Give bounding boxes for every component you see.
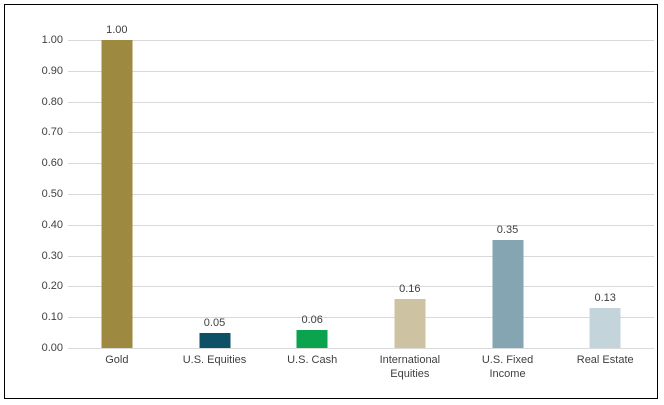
category-label: International Equities [379, 354, 441, 380]
category-label: U.S. Equities [182, 354, 247, 366]
gridline [68, 132, 654, 134]
bar-value-label: 0.06 [301, 313, 323, 326]
y-axis: 0.00 0.10 0.20 0.30 0.40 0.50 0.60 0.70 0.80 0.90… [6, 34, 68, 354]
gridline [68, 317, 654, 319]
y-tick-label: 1.00 [41, 34, 63, 46]
bars-container: 1.00 0.05 0.06 0.16 0.35 0.13 [68, 24, 654, 348]
gridline [68, 224, 654, 226]
y-tick-label: 0.70 [41, 126, 63, 139]
bar-u-s-cash [296, 329, 328, 348]
y-tick-label: 0.90 [41, 64, 63, 77]
gridline [68, 163, 654, 165]
gridline [68, 286, 654, 288]
bar-value-label: 1.00 [106, 24, 128, 36]
gridline [68, 194, 654, 195]
bar-slot: 0.16 [361, 40, 459, 348]
gridline [68, 40, 654, 41]
gridline [68, 101, 654, 103]
bar-value-label: 0.13 [594, 291, 616, 304]
category-label: Gold [105, 354, 129, 366]
category-label: Real Estate [576, 354, 634, 366]
y-tick-label: 0.80 [41, 95, 63, 108]
bar-slot: 1.00 [68, 24, 166, 348]
category-label: U.S. Cash [287, 354, 338, 366]
y-tick-label: 0.50 [41, 188, 63, 200]
plot-area: 1.00 0.05 0.06 0.16 0.35 0.13 [68, 24, 654, 349]
y-tick-label: 0.40 [41, 218, 63, 231]
gridline [68, 348, 654, 349]
x-axis: Gold U.S. Equities U.S. Cash International … [68, 354, 654, 382]
bar-gold [101, 40, 133, 348]
gridline [68, 255, 654, 257]
bar-value-label: 0.35 [496, 224, 519, 237]
category-label: U.S. Fixed Income [481, 354, 534, 380]
chart-frame-border: 0.00 0.10 0.20 0.30 0.40 0.50 0.60 0.70 0.80 0.90… [4, 4, 658, 399]
gridline [68, 70, 654, 72]
bar-slot: 0.05 [166, 40, 264, 348]
y-tick-label: 0.30 [41, 249, 63, 262]
y-tick-label: 0.60 [41, 157, 63, 170]
bar-u-s-fixed-income [492, 240, 524, 348]
bar-real-estate [589, 307, 621, 348]
bar-slot: 0.06 [263, 40, 361, 348]
bar-value-label: 0.05 [203, 316, 226, 329]
y-tick-label: 0.00 [41, 342, 63, 354]
bar-slot: 0.35 [459, 40, 557, 348]
bar-slot: 0.13 [556, 40, 654, 348]
y-tick-label: 0.20 [41, 280, 63, 293]
bar-chart: 0.00 0.10 0.20 0.30 0.40 0.50 0.60 0.70 0.80 0.90… [6, 24, 654, 397]
bar-international-equities [394, 298, 426, 348]
y-tick-label: 0.10 [41, 311, 63, 324]
bar-u-s-equities [199, 332, 230, 348]
plot-wrap: 1.00 0.05 0.06 0.16 0.35 0.13 Gold U.S. Equiti… [68, 24, 654, 397]
bar-value-label: 0.16 [399, 282, 421, 295]
